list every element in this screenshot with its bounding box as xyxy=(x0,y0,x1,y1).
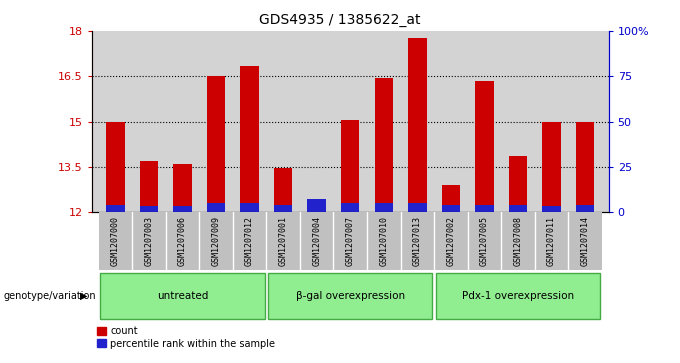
Bar xyxy=(468,212,501,270)
FancyBboxPatch shape xyxy=(100,273,265,319)
Bar xyxy=(534,212,568,270)
Text: GSM1207014: GSM1207014 xyxy=(581,216,590,266)
Text: GSM1207005: GSM1207005 xyxy=(480,216,489,266)
Bar xyxy=(166,212,199,270)
Text: GSM1207008: GSM1207008 xyxy=(513,216,522,266)
Bar xyxy=(139,161,158,212)
Bar xyxy=(233,212,267,270)
Bar xyxy=(267,212,300,270)
Bar xyxy=(106,205,124,212)
Text: untreated: untreated xyxy=(156,291,208,301)
Text: GSM1207013: GSM1207013 xyxy=(413,216,422,266)
Bar xyxy=(367,212,401,270)
FancyBboxPatch shape xyxy=(268,273,432,319)
Text: β-gal overexpression: β-gal overexpression xyxy=(296,291,405,301)
Bar xyxy=(307,199,326,212)
Bar xyxy=(509,205,527,212)
Bar xyxy=(576,205,594,212)
Bar xyxy=(240,66,259,212)
Text: GSM1207010: GSM1207010 xyxy=(379,216,388,266)
Bar xyxy=(441,205,460,212)
Bar xyxy=(434,212,468,270)
Bar xyxy=(132,212,166,270)
Text: genotype/variation: genotype/variation xyxy=(3,291,96,301)
Text: GSM1207004: GSM1207004 xyxy=(312,216,321,266)
Text: ▶: ▶ xyxy=(80,291,87,301)
Bar xyxy=(475,205,494,212)
Bar xyxy=(475,81,494,212)
Legend: count, percentile rank within the sample: count, percentile rank within the sample xyxy=(97,326,275,348)
Text: GSM1207000: GSM1207000 xyxy=(111,216,120,266)
Bar xyxy=(274,168,292,212)
Bar xyxy=(408,203,426,212)
Text: Pdx-1 overexpression: Pdx-1 overexpression xyxy=(462,291,574,301)
Bar xyxy=(441,185,460,212)
Bar xyxy=(543,206,561,212)
Text: GDS4935 / 1385622_at: GDS4935 / 1385622_at xyxy=(259,13,421,27)
Bar xyxy=(341,120,360,212)
Bar xyxy=(173,164,192,212)
Bar xyxy=(106,122,124,212)
Bar xyxy=(274,205,292,212)
Bar xyxy=(375,203,393,212)
Bar xyxy=(300,212,333,270)
Bar xyxy=(408,38,426,212)
Text: GSM1207007: GSM1207007 xyxy=(345,216,355,266)
Bar xyxy=(240,203,259,212)
Text: GSM1207012: GSM1207012 xyxy=(245,216,254,266)
FancyBboxPatch shape xyxy=(436,273,600,319)
Bar xyxy=(401,212,434,270)
Bar xyxy=(333,212,367,270)
Bar xyxy=(199,212,233,270)
Bar xyxy=(341,203,360,212)
Text: GSM1207006: GSM1207006 xyxy=(178,216,187,266)
Bar xyxy=(207,203,225,212)
Bar xyxy=(207,76,225,212)
Bar xyxy=(139,206,158,212)
Text: GSM1207002: GSM1207002 xyxy=(446,216,456,266)
Bar xyxy=(173,206,192,212)
Text: GSM1207011: GSM1207011 xyxy=(547,216,556,266)
Bar xyxy=(501,212,534,270)
Bar xyxy=(576,122,594,212)
Bar xyxy=(568,212,602,270)
Bar xyxy=(375,78,393,212)
Bar xyxy=(307,208,326,212)
Text: GSM1207001: GSM1207001 xyxy=(279,216,288,266)
Text: GSM1207009: GSM1207009 xyxy=(211,216,220,266)
Bar xyxy=(543,122,561,212)
Text: GSM1207003: GSM1207003 xyxy=(144,216,154,266)
Bar xyxy=(509,156,527,212)
Bar xyxy=(99,212,132,270)
